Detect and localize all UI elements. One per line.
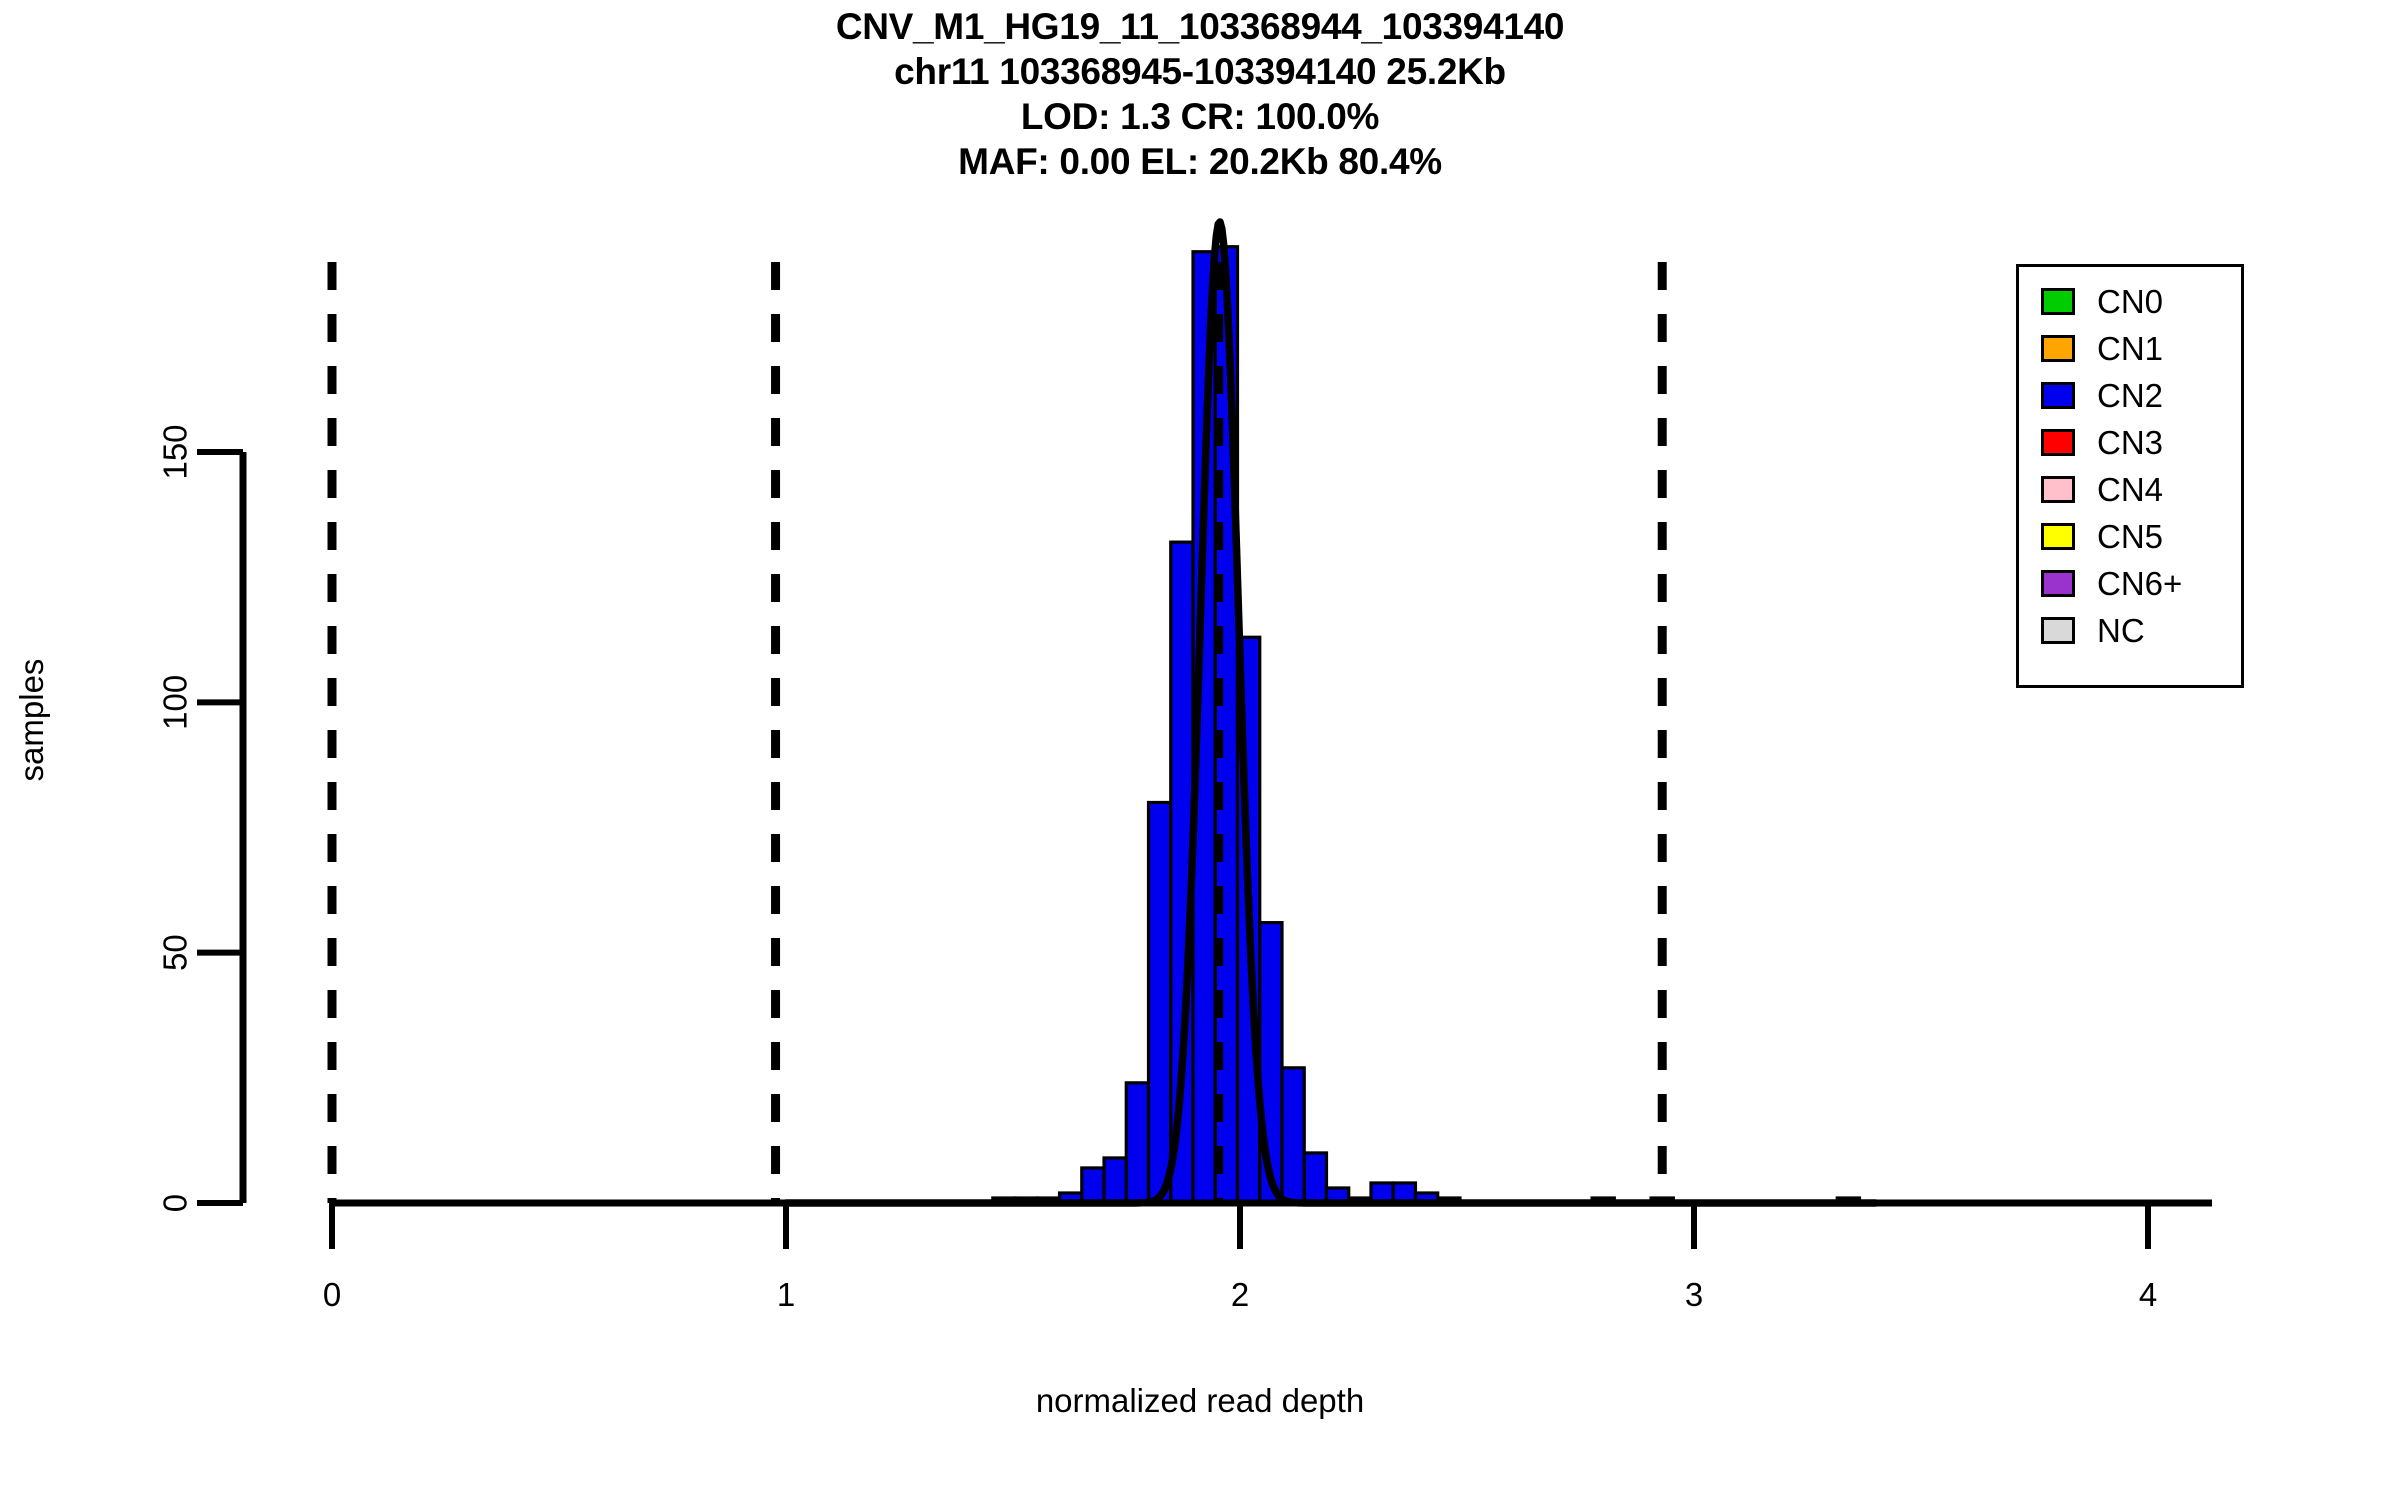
legend-swatch-icon [2041, 429, 2075, 456]
histogram-bar [1080, 1166, 1106, 1205]
legend-label: CN5 [2097, 518, 2164, 555]
histogram-bar [1146, 800, 1173, 1205]
histogram-bar [1124, 1081, 1151, 1205]
legend-label: CN3 [2097, 424, 2164, 461]
y-axis-label: samples [12, 560, 52, 880]
legend-item-cn6plus[interactable]: CN6+ [2041, 560, 2241, 607]
plot-title: CNV_M1_HG19_11_103368944_103394140 chr11… [0, 4, 2400, 184]
x-axis-label-text: normalized read depth [1035, 1382, 1365, 1419]
title-line-3: LOD: 1.3 CR: 100.0% [1020, 96, 1380, 137]
legend-swatch-icon [2041, 617, 2075, 644]
legend-label: CN2 [2097, 377, 2164, 414]
y-axis-label-text: samples [13, 658, 50, 782]
legend-item-cn4[interactable]: CN4 [2041, 466, 2241, 513]
legend-swatch-icon [2041, 335, 2075, 362]
legend-items: CN0 CN1 CN2 CN3 CN4 CN5 CN6+ NC [2019, 267, 2241, 654]
legend-label: CN4 [2097, 471, 2164, 508]
legend-swatch-icon [2041, 288, 2075, 315]
y-axis-tick-label: 0 [157, 1194, 194, 1212]
title-line-1: CNV_M1_HG19_11_103368944_103394140 [835, 6, 1565, 47]
fitted-gaussian-curve [782, 218, 1880, 1207]
x-axis-tick-label: 4 [2139, 1276, 2157, 1313]
y-axis-tick-label: 50 [157, 934, 194, 971]
histogram-bar [1102, 1156, 1128, 1205]
legend-swatch-icon [2041, 570, 2075, 597]
legend: CN0 CN1 CN2 CN3 CN4 CN5 CN6+ NC [2016, 264, 2244, 688]
legend-label: CN1 [2097, 330, 2164, 367]
title-line-4: MAF: 0.00 EL: 20.2Kb 80.4% [958, 141, 1442, 182]
legend-item-cn0[interactable]: CN0 [2041, 278, 2241, 325]
legend-label: CN0 [2097, 283, 2164, 320]
legend-item-cn3[interactable]: CN3 [2041, 419, 2241, 466]
legend-item-nc[interactable]: NC [2041, 607, 2241, 654]
legend-swatch-icon [2041, 523, 2075, 550]
y-axis-tick-label: 150 [157, 424, 194, 479]
title-line-2: chr11 103368945-103394140 25.2Kb [894, 51, 1506, 92]
histogram-bars-layer [991, 245, 1862, 1205]
histogram-bar [1302, 1151, 1329, 1205]
legend-item-cn1[interactable]: CN1 [2041, 325, 2241, 372]
legend-label: CN6+ [2097, 565, 2183, 602]
legend-swatch-icon [2041, 476, 2075, 503]
legend-swatch-icon [2041, 382, 2075, 409]
axes-layer: 0 1 2 3 4 0 50 100 150 [157, 424, 2212, 1313]
reference-lines-layer [327, 262, 1667, 1203]
legend-label: NC [2097, 612, 2145, 649]
x-axis-tick-label: 2 [1231, 1276, 1249, 1313]
fitted-curve-layer [782, 218, 1880, 1207]
y-axis-tick-label: 100 [157, 675, 194, 730]
legend-item-cn2[interactable]: CN2 [2041, 372, 2241, 419]
legend-item-cn5[interactable]: CN5 [2041, 513, 2241, 560]
histogram-bar [1280, 1066, 1306, 1205]
x-axis-tick-label: 1 [777, 1276, 795, 1313]
x-axis-label: normalized read depth [0, 1382, 2400, 1420]
x-axis-tick-label: 0 [323, 1276, 341, 1313]
x-axis-tick-label: 3 [1685, 1276, 1703, 1313]
